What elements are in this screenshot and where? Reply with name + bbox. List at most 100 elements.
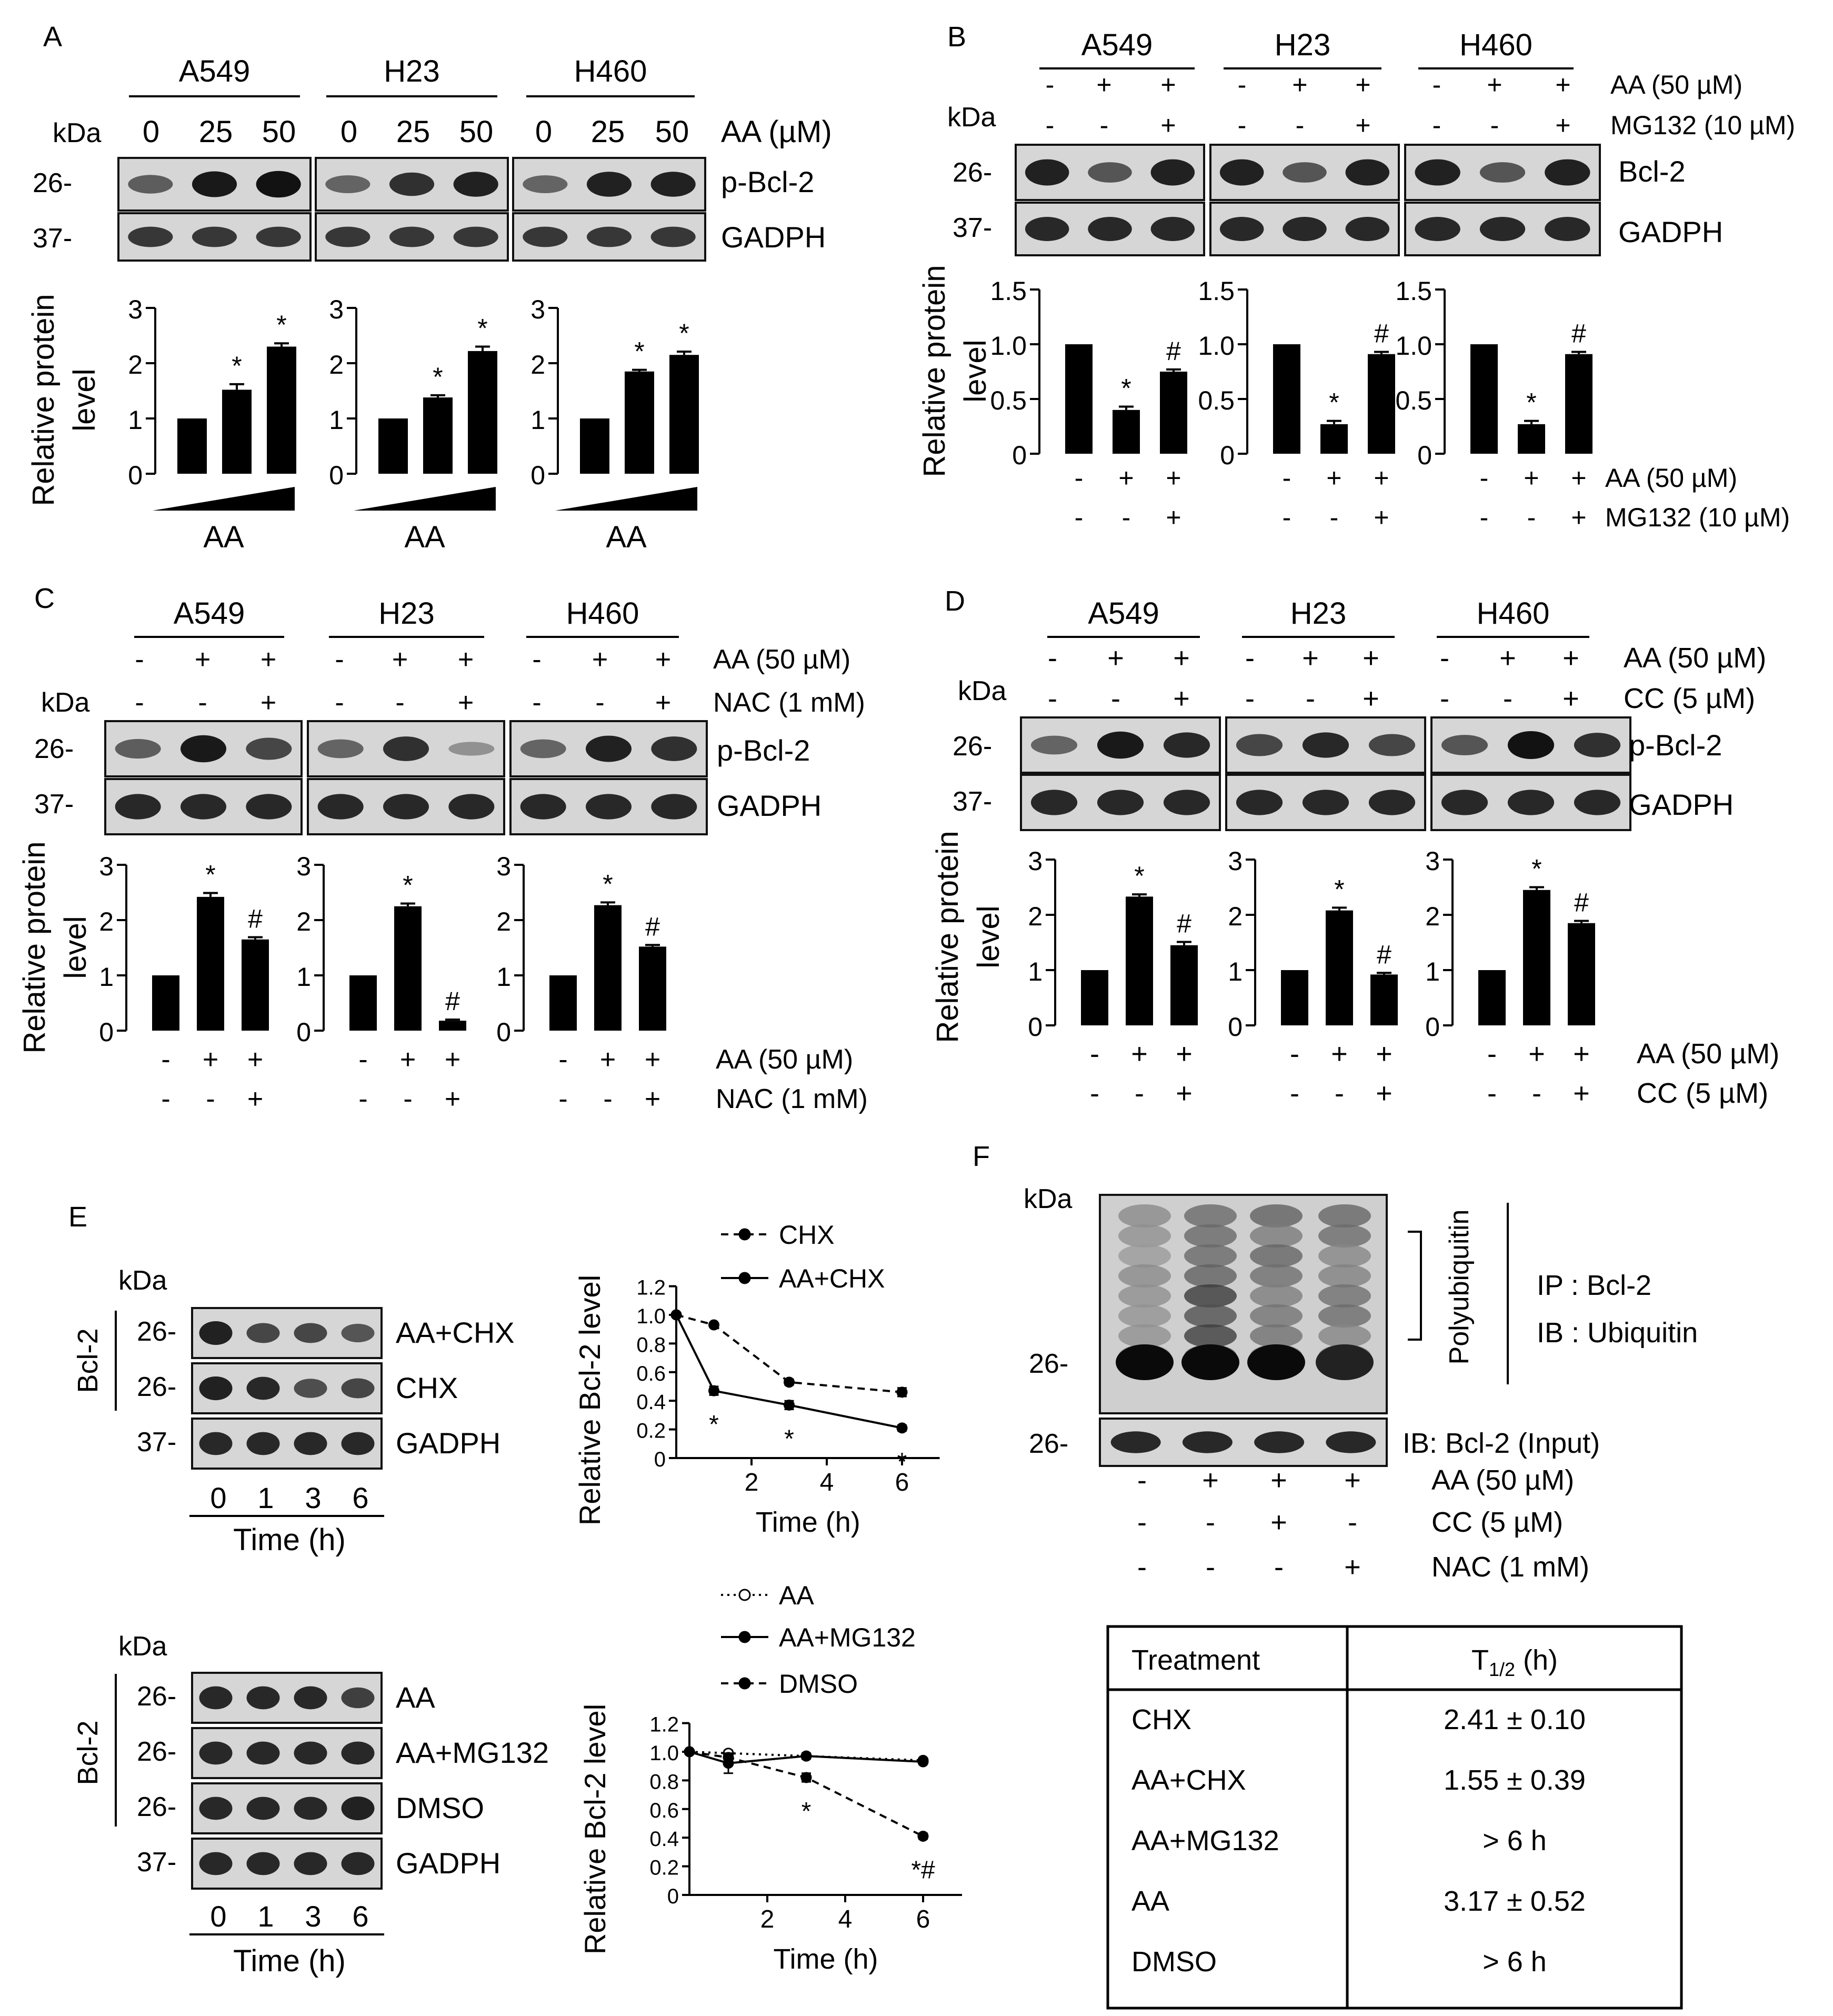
y-tick-label: 1 <box>296 962 311 992</box>
blot-band <box>448 794 494 819</box>
group-label: Bcl-2 <box>72 1328 104 1393</box>
blot-gadph <box>316 213 508 261</box>
blot-band <box>199 1686 233 1710</box>
blot-band <box>128 227 173 247</box>
blot-band <box>1480 162 1525 183</box>
data-point <box>685 1747 694 1756</box>
blot-band <box>587 172 632 197</box>
x-axis-label: Time (h) <box>756 1506 860 1538</box>
blot-band <box>342 1432 375 1455</box>
bar <box>1370 974 1398 1025</box>
blot-p-bcl2 <box>1226 717 1425 773</box>
legend-marker <box>739 1229 750 1240</box>
kda-label: kDa <box>41 687 90 718</box>
blot-band <box>1415 217 1460 241</box>
y-tick-label: 2 <box>530 350 545 380</box>
ip-label: IP : Bcl-2 <box>1537 1270 1651 1301</box>
y-tick-label: 1.0 <box>1198 331 1235 361</box>
treatment-sign: + <box>1562 683 1579 714</box>
treatment-sign: + <box>1173 683 1190 714</box>
mw-marker: 26- <box>137 1681 176 1712</box>
dose-label: 0 <box>143 115 159 149</box>
significance-mark: * <box>1329 388 1339 417</box>
y-tick-label: 0.5 <box>1395 386 1432 415</box>
time-label: 1 <box>257 1900 274 1933</box>
dose-label: 25 <box>591 115 625 149</box>
blot-band <box>1247 1344 1305 1380</box>
blot-label: p-Bcl-2 <box>717 734 810 767</box>
treatment-sign: + <box>1355 70 1370 99</box>
blot-band <box>1183 1431 1233 1453</box>
line-chart-E-top: 00.20.40.60.81.01.22 4 6Time (h)*** <box>636 1276 939 1538</box>
blot-band <box>199 1376 233 1400</box>
treatment-sign: + <box>1344 1551 1361 1583</box>
dose-triangle <box>555 487 697 511</box>
blot-label: Bcl-2 <box>1618 155 1686 188</box>
data-point <box>672 1310 681 1320</box>
treatment-sign: + <box>1166 503 1181 532</box>
ubiquitin-smear <box>1118 1304 1171 1328</box>
legend-E-top: CHX AA+CHX <box>721 1220 885 1293</box>
blot-band <box>199 1852 233 1875</box>
legend-label: AA+CHX <box>779 1264 885 1293</box>
y-tick-label: 0.5 <box>990 386 1027 415</box>
blot-band <box>1346 159 1390 186</box>
y-tick-label: 3 <box>329 295 344 324</box>
blot-band <box>256 171 301 198</box>
bar <box>1113 410 1140 454</box>
blot-label: AA+MG132 <box>396 1736 549 1769</box>
treatment-sign: - <box>1480 503 1489 532</box>
ib-label: IB : Ubiquitin <box>1537 1317 1698 1349</box>
y-tick-label: 1.0 <box>649 1742 679 1765</box>
bar <box>197 897 224 1031</box>
blot-gadph <box>510 779 707 834</box>
time-label: 0 <box>210 1900 226 1933</box>
time-label: 0 <box>210 1481 226 1514</box>
treatment-sign: - <box>1330 503 1339 532</box>
blot-band <box>1111 1431 1161 1453</box>
treatment-sign: + <box>1302 642 1319 674</box>
blot-label: DMSO <box>396 1791 484 1824</box>
blot-band <box>1151 217 1195 241</box>
x-tick-label: 2 <box>760 1905 775 1933</box>
ubiquitin-smear <box>1318 1204 1371 1227</box>
blot-band <box>1031 790 1077 815</box>
blot-band <box>1369 790 1415 815</box>
treatment-label: MG132 (10 µM) <box>1610 111 1795 140</box>
blot-gadph <box>1016 203 1204 255</box>
y-tick-label: 1 <box>1425 957 1440 986</box>
mw-marker: 37- <box>953 786 992 817</box>
table-cell-treatment: AA+CHX <box>1131 1764 1246 1796</box>
time-axis-label: Time (h) <box>233 1523 346 1557</box>
y-tick-label: 0 <box>1228 1012 1243 1042</box>
bar <box>580 418 609 474</box>
y-tick-label: 2 <box>1228 902 1243 931</box>
bar-chart-D-H23: 0123*# <box>1228 846 1398 1042</box>
x-axis-label: AA <box>606 520 647 554</box>
significance-mark: * <box>477 314 487 343</box>
blot-band <box>1164 790 1210 815</box>
treatment-sign: + <box>645 1044 660 1075</box>
blot-band <box>1220 159 1264 186</box>
y-tick-label: 2 <box>128 350 143 380</box>
blot-band <box>651 794 697 819</box>
blot-band <box>1545 217 1590 241</box>
bar <box>439 1021 466 1031</box>
significance-mark: # <box>445 986 460 1016</box>
blot-p-bcl2 <box>1431 717 1630 773</box>
legend-marker <box>739 1273 750 1283</box>
treatment-sign: - <box>1122 503 1131 532</box>
blot-band <box>342 1324 375 1342</box>
blot-gadph <box>1210 203 1399 255</box>
ubiquitin-smear <box>1250 1324 1303 1348</box>
treatment-sign: - <box>1137 1551 1147 1583</box>
blot-gadph <box>1226 775 1425 830</box>
treatment-sign: + <box>247 1044 263 1075</box>
bar <box>267 347 296 474</box>
time-axis-label: Time (h) <box>233 1944 346 1978</box>
blot-band <box>1574 733 1620 757</box>
bar <box>549 975 577 1031</box>
panel-letter: F <box>973 1141 990 1172</box>
y-tick-label: 3 <box>1028 846 1043 876</box>
dose-label: 50 <box>262 115 296 149</box>
